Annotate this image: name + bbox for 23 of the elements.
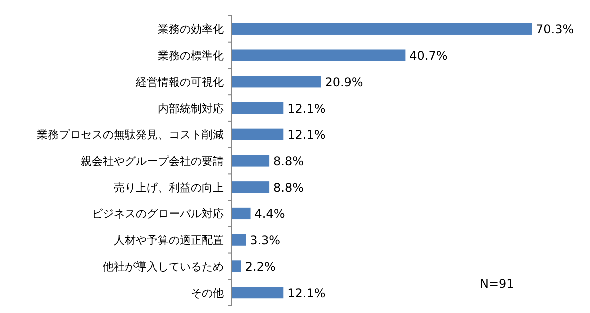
annotation: N=91 bbox=[480, 277, 514, 291]
data-label: 3.3% bbox=[250, 234, 281, 248]
data-label: 4.4% bbox=[254, 207, 286, 222]
y-tick-label: 業務の標準化 bbox=[158, 50, 224, 63]
y-tick-label: 売り上げ、利益の向上 bbox=[114, 181, 224, 194]
y-tick-label: 業務の効率化 bbox=[158, 23, 224, 36]
data-label: 12.1% bbox=[288, 102, 326, 116]
y-tick-label: その他 bbox=[191, 286, 224, 300]
data-label: 12.1% bbox=[288, 286, 326, 300]
data-label: 8.8% bbox=[274, 180, 304, 195]
y-tick-label: 業務プロセスの無駄発見、コスト削減 bbox=[37, 128, 224, 142]
data-label: 8.8% bbox=[274, 154, 304, 168]
y-tick-label: 経営情報の可視化 bbox=[135, 76, 224, 89]
y-tick-label: 他社が導入しているため bbox=[103, 260, 224, 274]
y-tick-label: 人材や予算の適正配置 bbox=[114, 234, 224, 248]
data-label: 40.7% bbox=[410, 49, 448, 64]
y-tick-label: ビジネスのグローバル対応 bbox=[92, 208, 224, 221]
y-tick-label: 内部統制対応 bbox=[158, 102, 224, 116]
data-label: 2.2% bbox=[245, 260, 276, 274]
data-label: 20.9% bbox=[325, 75, 364, 90]
data-label: 70.3% bbox=[536, 22, 574, 37]
y-tick-label: 親会社やグループ会社の要請 bbox=[81, 155, 224, 168]
data-label: 12.1% bbox=[288, 128, 326, 142]
